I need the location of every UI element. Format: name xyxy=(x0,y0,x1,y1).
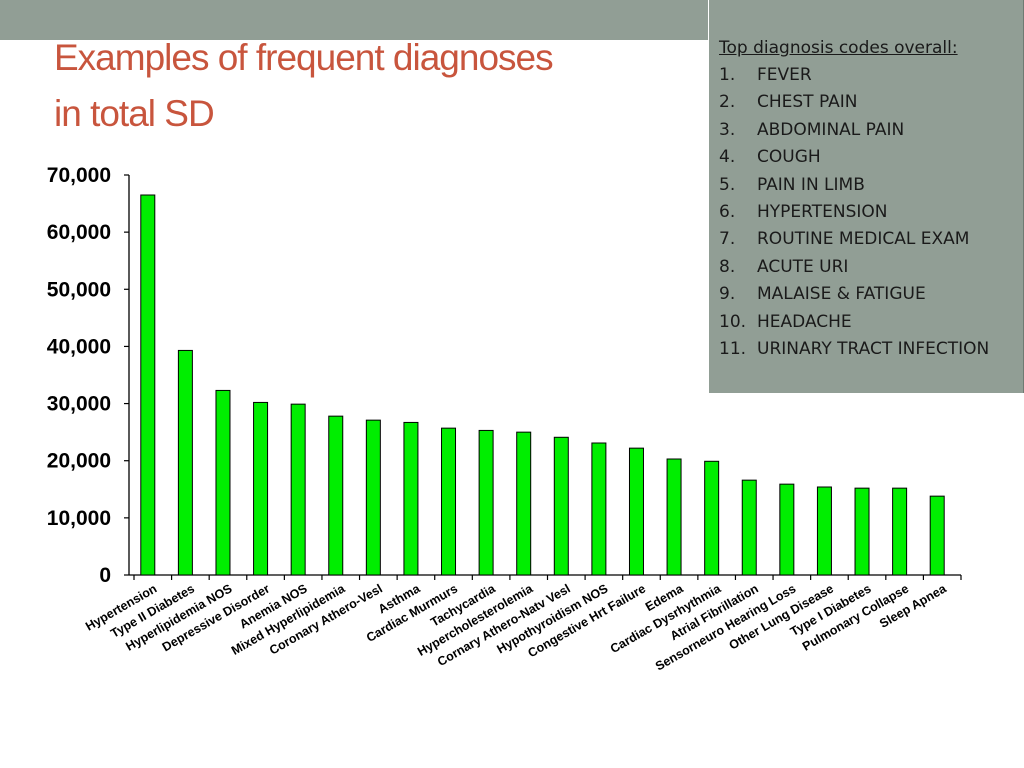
bar xyxy=(929,495,945,576)
top-codes-panel: Top diagnosis codes overall: 1. FEVER 2. CH… xyxy=(709,0,1024,393)
diagnosis-code-item: 1. FEVER xyxy=(719,62,989,89)
diagnosis-code-label: ROUTINE MEDICAL EXAM xyxy=(757,229,970,250)
diagnosis-code-label: ACUTE URI xyxy=(757,256,849,277)
diagnosis-code-label: URINARY TRACT INFECTION xyxy=(757,338,990,359)
bar xyxy=(403,421,419,576)
title-band xyxy=(0,0,708,40)
diagnosis-code-item: 4. COUGH xyxy=(719,144,989,171)
diagnosis-code-number: 9. xyxy=(719,284,736,305)
bar xyxy=(666,458,682,576)
diagnosis-code-item: 5. PAIN IN LIMB xyxy=(719,172,989,199)
slide-title: Examples of frequent diagnoses in total … xyxy=(54,30,694,142)
diagnosis-code-number: 3. xyxy=(719,119,736,140)
bar xyxy=(365,419,381,576)
diagnosis-code-label: MALAISE & FATIGUE xyxy=(757,284,926,305)
y-tick-label: 40,000 xyxy=(47,335,111,358)
slide-title-line-1: Examples of frequent diagnoses xyxy=(54,37,554,78)
diagnosis-code-number: 4. xyxy=(719,147,736,168)
diagnosis-code-number: 2. xyxy=(719,92,736,113)
diagnosis-code-number: 11. xyxy=(719,338,747,359)
bar xyxy=(253,401,269,576)
diagnosis-code-item: 2. CHEST PAIN xyxy=(719,89,989,116)
diagnosis-code-label: HYPERTENSION xyxy=(757,201,888,222)
bar xyxy=(816,486,832,576)
bar xyxy=(140,194,156,576)
diagnosis-code-item: 6. HYPERTENSION xyxy=(719,199,989,226)
y-tick-label: 30,000 xyxy=(47,393,111,416)
diagnosis-code-item: 9. MALAISE & FATIGUE xyxy=(719,281,989,308)
bar xyxy=(779,483,795,576)
diagnosis-code-label: COUGH xyxy=(757,147,821,168)
bar xyxy=(553,436,569,576)
y-tick-label: 60,000 xyxy=(47,221,111,244)
y-tick-label: 0 xyxy=(99,564,111,587)
bar xyxy=(328,415,344,576)
bar xyxy=(892,487,908,576)
diagnosis-code-number: 6. xyxy=(719,201,736,222)
y-tick-label: 20,000 xyxy=(47,450,111,473)
diagnosis-code-label: CHEST PAIN xyxy=(757,92,858,113)
y-tick-label: 50,000 xyxy=(47,278,111,301)
diagnosis-code-label: HEADACHE xyxy=(757,311,852,332)
bar xyxy=(591,442,607,576)
y-tick-label: 70,000 xyxy=(47,164,111,187)
diagnosis-code-item: 7. ROUTINE MEDICAL EXAM xyxy=(719,226,989,253)
diagnosis-code-number: 1. xyxy=(719,65,736,85)
diagnosis-code-item: 10. HEADACHE xyxy=(719,309,989,336)
bar xyxy=(441,427,457,576)
bar xyxy=(741,479,757,576)
bar xyxy=(215,389,231,576)
bar xyxy=(516,431,532,576)
y-tick-label: 10,000 xyxy=(47,507,111,530)
bar xyxy=(704,460,720,576)
diagnosis-code-label: ABDOMINAL PAIN xyxy=(757,119,905,140)
diagnosis-code-item: 11. URINARY TRACT INFECTION xyxy=(719,336,989,363)
diagnosis-code-number: 10. xyxy=(719,311,747,332)
bar xyxy=(854,487,870,576)
panel-heading: Top diagnosis codes overall: xyxy=(719,38,958,58)
diagnosis-code-list: 1. FEVER 2. CHEST PAIN 3. ABDOMINAL PAIN 4. COU… xyxy=(719,62,989,363)
diagnosis-code-item: 8. ACUTE URI xyxy=(719,254,989,281)
diagnosis-code-number: 8. xyxy=(719,256,736,277)
bar xyxy=(478,429,494,576)
bar xyxy=(177,349,193,576)
diagnosis-code-number: 5. xyxy=(719,174,736,195)
diagnosis-code-number: 7. xyxy=(719,229,736,250)
bar xyxy=(628,447,644,576)
bar xyxy=(290,403,306,576)
slide-title-line-2: in total SD xyxy=(54,93,215,134)
diagnosis-code-label: FEVER xyxy=(757,65,812,85)
diagnosis-code-label: PAIN IN LIMB xyxy=(757,174,865,195)
diagnosis-code-item: 3. ABDOMINAL PAIN xyxy=(719,117,989,144)
